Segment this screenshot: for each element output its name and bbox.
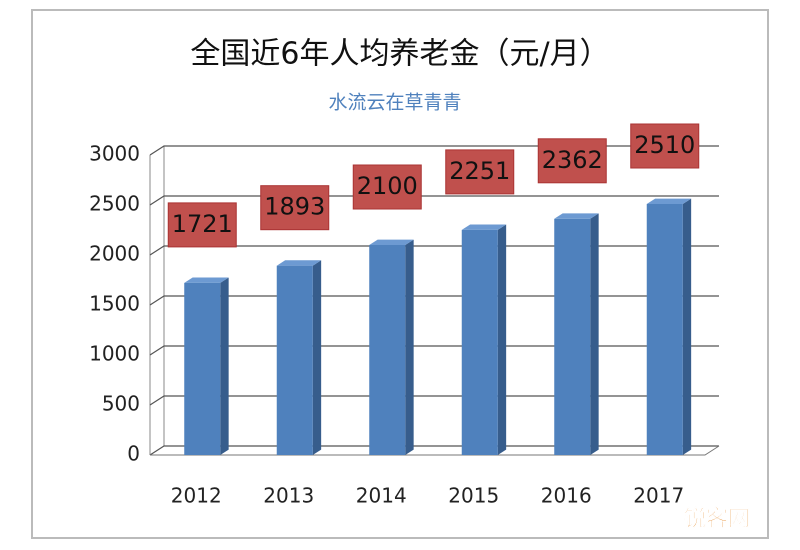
y-tick-label: 0 — [127, 442, 140, 466]
y-tick-label: 3000 — [89, 142, 140, 166]
grid-line — [149, 245, 719, 256]
grid-line — [149, 395, 719, 406]
y-tick-label: 500 — [102, 392, 140, 416]
bar — [554, 218, 591, 455]
grid-line — [149, 145, 719, 156]
plot-area: 0 500 1000 1500 2000 2500 3000 2012 1721 2013 1893… — [89, 123, 720, 508]
value-label-box — [352, 164, 422, 210]
bar-side — [497, 224, 507, 455]
grid-line — [149, 345, 719, 356]
bar-side — [682, 198, 692, 455]
grid-line — [149, 295, 719, 306]
bar-side — [312, 260, 322, 455]
value-label: 2251 — [449, 157, 510, 185]
chart-subtitle: 水流云在草青青 — [328, 92, 461, 114]
x-tick-label: 2017 — [633, 484, 684, 508]
x-tick-label: 2015 — [448, 484, 499, 508]
watermark: 锐客网 — [684, 506, 750, 532]
grid-line — [149, 445, 719, 456]
bar-top — [184, 277, 229, 283]
bar — [184, 282, 221, 455]
floor-edge — [150, 445, 720, 456]
y-tick-label: 1000 — [89, 342, 140, 366]
bar-top — [369, 239, 414, 245]
x-tick-label: 2014 — [356, 484, 407, 508]
bar-top — [554, 213, 599, 219]
value-label-box — [537, 138, 607, 184]
chart-title: 全国近6年人均养老金（元/月） — [190, 37, 609, 72]
value-label-box — [630, 123, 700, 169]
bar-side — [220, 277, 229, 455]
bar — [369, 245, 406, 455]
bar-side — [590, 213, 599, 455]
value-label-box — [260, 185, 330, 231]
bar — [646, 204, 683, 455]
value-label: 1893 — [264, 193, 325, 221]
bar-top — [461, 224, 507, 230]
x-tick-label: 2013 — [263, 484, 314, 508]
bar-side — [405, 239, 414, 455]
bar-top — [646, 198, 692, 204]
y-tick-label: 1500 — [89, 292, 140, 316]
value-label: 2510 — [634, 131, 695, 159]
x-tick-label: 2012 — [171, 484, 222, 508]
value-label: 1721 — [172, 210, 233, 238]
value-label: 2100 — [357, 172, 418, 200]
y-tick-label: 2000 — [89, 242, 140, 266]
x-tick-label: 2016 — [541, 484, 592, 508]
bar — [276, 265, 313, 455]
value-label: 2362 — [542, 146, 603, 174]
grid-line — [149, 195, 719, 206]
value-label-box — [445, 149, 515, 195]
bar — [461, 229, 498, 455]
bar-top — [276, 260, 322, 266]
value-label-box — [167, 202, 237, 248]
y-tick-label: 2500 — [89, 192, 140, 216]
